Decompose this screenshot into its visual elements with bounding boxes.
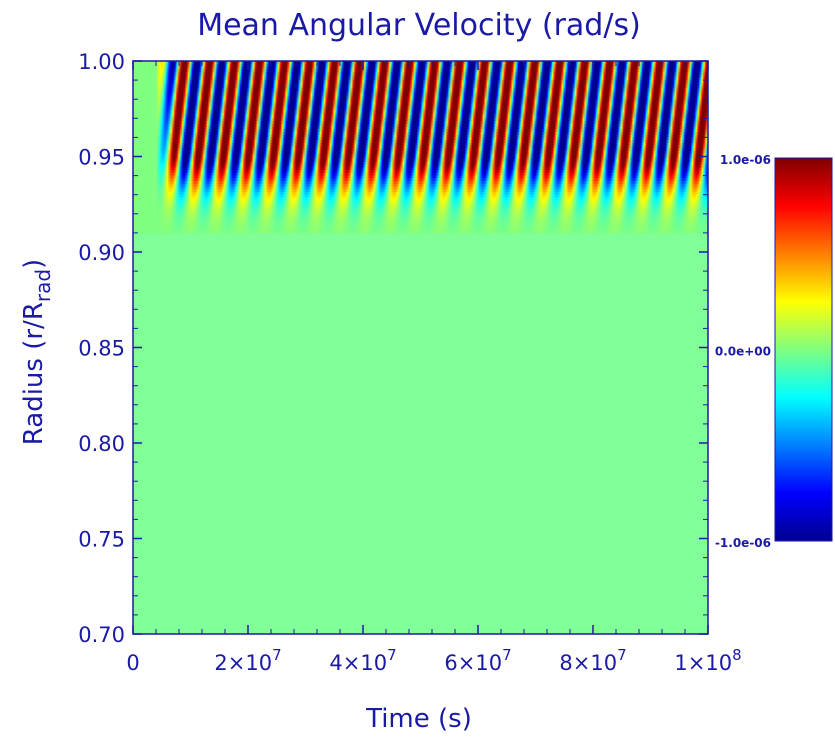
- y-tick-label: 1.00: [78, 50, 125, 74]
- heatmap-row: [133, 63, 708, 68]
- heatmap-row: [133, 189, 708, 193]
- heatmap-row: [133, 205, 708, 209]
- colorbar: [774, 157, 833, 542]
- y-tick-label: 0.85: [78, 337, 125, 361]
- x-tick-label: 1×108: [674, 646, 741, 675]
- heatmap-row: [133, 96, 708, 100]
- heatmap-row: [133, 82, 708, 87]
- x-axis: 0 2×107 4×107 6×107 8×107 1×108: [126, 61, 742, 675]
- y-axis-label-main: Radius (r/R: [19, 302, 49, 445]
- heatmap-row: [133, 145, 708, 149]
- chart-title: Mean Angular Velocity (rad/s): [197, 8, 641, 43]
- colorbar-ticks: 1.0e-06 0.0e+00 -1.0e-06: [715, 153, 771, 550]
- heatmap-row: [133, 175, 708, 179]
- y-axis: 1.00 0.95 0.90 0.85 0.80 0.75 0.70: [78, 50, 708, 647]
- heatmap-row: [133, 91, 708, 95]
- x-tick-label: 6×107: [444, 646, 511, 675]
- heatmap-row: [133, 167, 708, 171]
- heatmap-row: [133, 216, 708, 220]
- heatmap-row: [133, 164, 708, 169]
- heatmap-row: [133, 202, 708, 207]
- heatmap-row: [133, 74, 708, 78]
- heatmap-row: [133, 211, 708, 215]
- heatmap-row: [133, 153, 708, 158]
- heatmap-row: [133, 137, 708, 141]
- heatmap-row: [133, 126, 708, 130]
- heatmap-row: [133, 156, 708, 160]
- colorbar-label: -1.0e-06: [715, 536, 771, 550]
- y-tick-label: 0.75: [78, 528, 125, 552]
- colorbar-label: 0.0e+00: [715, 345, 771, 359]
- heatmap-row: [133, 66, 708, 70]
- heatmap-row: [133, 107, 708, 111]
- heatmap-row: [133, 159, 708, 163]
- heatmap-row: [133, 131, 708, 136]
- heatmap-row: [133, 93, 708, 98]
- heatmap-row: [133, 99, 708, 103]
- heatmap-row: [133, 142, 708, 147]
- y-tick-label: 0.90: [78, 241, 125, 265]
- heatmap-row: [133, 140, 708, 144]
- heatmap-row: [133, 186, 708, 190]
- heatmap-row: [133, 112, 708, 117]
- colorbar-label: 1.0e-06: [720, 153, 771, 167]
- heatmap-row: [133, 219, 708, 223]
- heatmap-row: [133, 178, 708, 182]
- heatmap-row: [133, 80, 708, 84]
- x-tick-label: 8×107: [559, 646, 626, 675]
- heatmap-row: [133, 200, 708, 204]
- heatmap-row: [133, 77, 708, 81]
- x-tick-label: 2×107: [214, 646, 281, 675]
- heatmap-row: [133, 101, 708, 106]
- heatmap-row: [133, 69, 708, 73]
- heatmap-row: [133, 104, 708, 108]
- heatmap-row: [133, 208, 708, 212]
- heatmap-row: [133, 115, 708, 119]
- heatmap-row: [133, 110, 708, 114]
- y-tick-label: 0.70: [78, 623, 125, 647]
- x-axis-label: Time (s): [365, 704, 472, 734]
- y-axis-label: Radius (r/Rrad): [19, 259, 55, 445]
- heatmap-row: [133, 170, 708, 174]
- x-tick-label: 4×107: [329, 646, 396, 675]
- heatmap-row: [133, 61, 708, 65]
- heatmap-row: [133, 161, 708, 166]
- heatmap-row: [133, 197, 708, 201]
- y-axis-label-sub: rad: [31, 269, 55, 302]
- heatmap-row: [133, 172, 708, 177]
- x-tick-label: 0: [126, 651, 139, 675]
- heatmap-row: [133, 85, 708, 89]
- heatmap-row: [133, 118, 708, 122]
- heatmap-row: [133, 123, 708, 128]
- heatmap-row: [133, 129, 708, 133]
- y-axis-label-close: ): [19, 259, 49, 269]
- heatmap-row: [133, 71, 708, 76]
- heatmap-row: [133, 224, 708, 229]
- heatmap-row: [133, 148, 708, 152]
- heatmap-row: [133, 134, 708, 138]
- heatmap-row: [133, 181, 708, 185]
- heatmap-row: [133, 213, 708, 218]
- heatmap-row: [133, 151, 708, 155]
- heatmap-row: [133, 121, 708, 125]
- heatmap-row: [133, 227, 708, 231]
- heatmap-row: [133, 191, 708, 196]
- heatmap-row: [133, 230, 708, 234]
- heatmap-row: [133, 88, 708, 92]
- y-tick-label: 0.80: [78, 432, 125, 456]
- heatmap-row: [133, 194, 708, 199]
- heatmap-row: [133, 221, 708, 226]
- y-tick-label: 0.95: [78, 146, 125, 170]
- heatmap-row: [133, 183, 708, 188]
- heatmap-field: [133, 61, 708, 234]
